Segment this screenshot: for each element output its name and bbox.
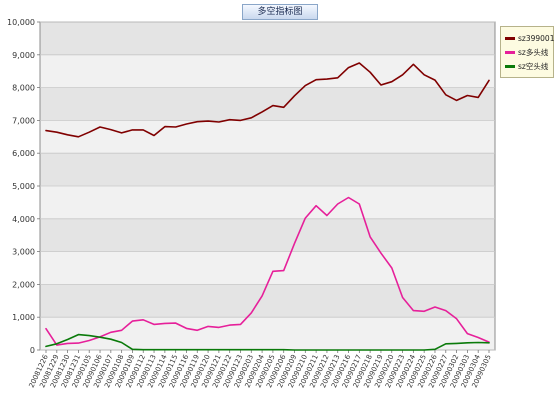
y-tick-label: 7,000 [12,116,35,125]
y-tick-label: 0 [30,346,35,355]
y-tick-label: 4,000 [12,215,35,224]
series-line-3 [45,333,490,351]
plot-band [40,120,495,154]
plot-band [40,186,495,219]
chart-title: 多空指标图 [242,4,318,20]
legend-swatch-sz399001 [505,36,515,40]
series-line-1 [45,62,490,138]
plot-band [40,22,495,55]
series-line-2 [45,196,490,346]
plot-band [40,317,495,350]
legend-item-sz399001: sz399001 [505,31,554,45]
y-tick-label: 10,000 [7,18,35,27]
plot-band [40,218,495,252]
plot-band [40,153,495,186]
plot-band [40,54,495,88]
y-tick-label: 6,000 [12,149,35,158]
y-tick-label: 9,000 [12,51,35,60]
plot-band [40,284,495,318]
legend: sz399001 sz多头线 sz空头线 [500,26,554,78]
legend-label-long-line: sz多头线 [518,47,549,57]
legend-item-long-line: sz多头线 [505,45,550,59]
y-tick-label: 2,000 [12,280,35,289]
legend-swatch-short-line [505,64,515,68]
legend-swatch-long-line [505,50,515,54]
plot-band [40,87,495,121]
plot-band [40,251,495,285]
legend-item-short-line: sz空头线 [505,59,550,73]
y-tick-label: 8,000 [12,84,35,93]
y-tick-label: 3,000 [12,248,35,257]
y-tick-label: 5,000 [12,182,35,191]
legend-label-sz399001: sz399001 [518,33,555,43]
legend-label-short-line: sz空头线 [518,61,549,71]
y-tick-label: 1,000 [12,313,35,322]
